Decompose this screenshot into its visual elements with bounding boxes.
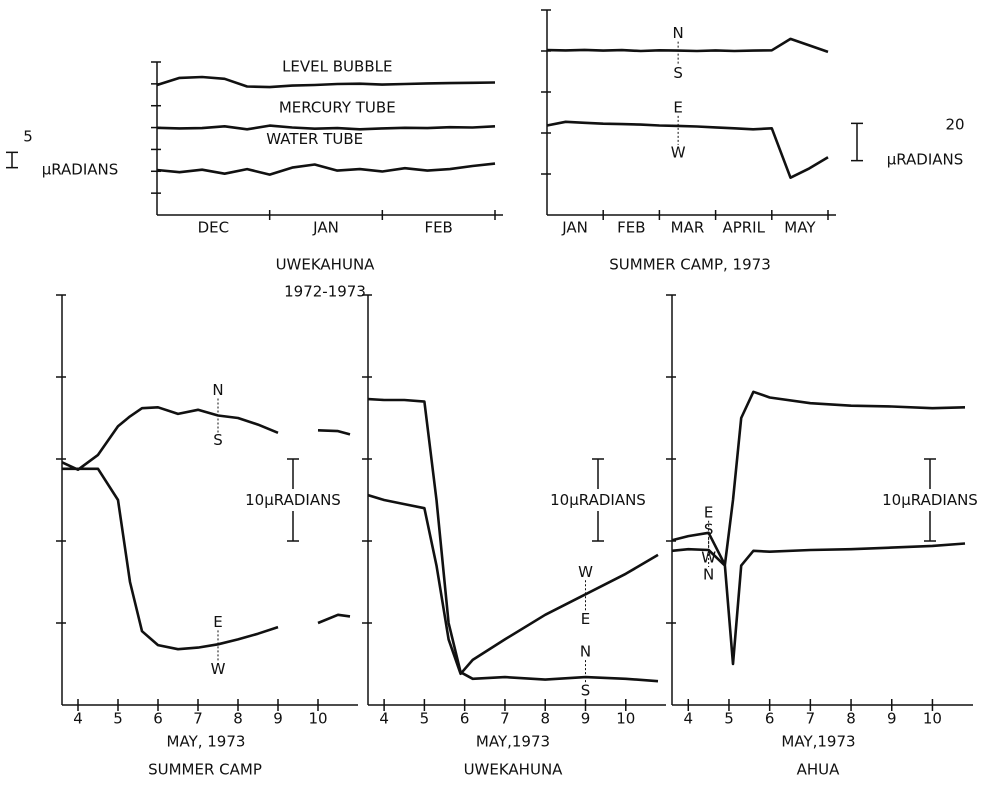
scale-unit: μRADIANS [42, 161, 119, 179]
series-line [671, 390, 966, 567]
series-line [367, 397, 659, 683]
direction-label: S [213, 431, 223, 449]
x-tick-label: 7 [500, 710, 510, 728]
direction-label: S [704, 521, 714, 539]
x-tick-label: 10 [308, 710, 327, 728]
x-tick-label: 10 [923, 710, 942, 728]
x-tick-label: 5 [113, 710, 123, 728]
scale-unit: μRADIANS [569, 491, 646, 509]
direction-label: W [578, 563, 593, 581]
scale-unit: μRADIANS [887, 151, 964, 169]
x-tick-label: 6 [153, 710, 163, 728]
x-tick-label: 9 [887, 710, 897, 728]
x-tick-label: DEC [198, 219, 230, 237]
scale-unit: μRADIANS [264, 491, 341, 509]
direction-label: N [212, 381, 223, 399]
x-tick-label: FEB [424, 219, 452, 237]
x-tick-label: 9 [581, 710, 591, 728]
direction-label: N [673, 24, 684, 42]
series-line [546, 120, 829, 179]
scale-unit: μRADIANS [901, 491, 978, 509]
x-tick-label: 6 [765, 710, 775, 728]
series-label: MERCURY TUBE [279, 99, 396, 117]
x-axis-label: MAY, 1973 [167, 733, 246, 751]
scale-value: 10 [245, 491, 264, 509]
direction-label: E [213, 613, 222, 631]
scale-label: 10μRADIANS [550, 491, 646, 509]
series-line [156, 75, 496, 89]
scale-value: 10 [882, 491, 901, 509]
x-tick-label: 4 [379, 710, 389, 728]
chart-title: SUMMER CAMP, 1973 [609, 256, 770, 274]
scale-label: 10μRADIANS [245, 491, 341, 509]
chart-title: UWEKAHUNA [464, 761, 564, 779]
x-tick-label: 5 [724, 710, 734, 728]
x-tick-label: 6 [460, 710, 470, 728]
x-tick-label: MAY [784, 219, 816, 237]
x-tick-label: 8 [233, 710, 243, 728]
direction-label: E [581, 610, 590, 628]
x-axis-label: MAY,1973 [476, 733, 550, 751]
direction-label: N [580, 643, 591, 661]
scale-label: 10μRADIANS [882, 491, 978, 509]
series-line [671, 542, 966, 666]
x-tick-label: 4 [73, 710, 83, 728]
x-tick-label: 7 [193, 710, 203, 728]
series-line [62, 467, 351, 651]
direction-label: S [673, 64, 683, 82]
direction-label: E [673, 98, 682, 116]
x-tick-label: JAN [312, 219, 339, 237]
x-tick-label: 7 [806, 710, 816, 728]
scale-label-bg [227, 489, 359, 511]
x-tick-label: 8 [540, 710, 550, 728]
direction-label: E [704, 503, 713, 521]
x-tick-label: FEB [617, 219, 645, 237]
chart-title: AHUA [797, 761, 841, 779]
scale-label-bg [864, 489, 991, 511]
direction-label: N [703, 566, 714, 584]
scale-value: 10 [550, 491, 569, 509]
x-tick-label: 8 [846, 710, 856, 728]
x-tick-label: APRIL [722, 219, 765, 237]
scale-value: 5 [23, 128, 33, 146]
series-label: WATER TUBE [266, 130, 363, 148]
x-tick-label: 10 [616, 710, 635, 728]
series-line [156, 162, 496, 176]
x-tick-label: 9 [273, 710, 283, 728]
scale-value: 20 [945, 116, 964, 134]
series-line [61, 406, 351, 471]
x-tick-label: JAN [561, 219, 588, 237]
direction-label: W [211, 660, 226, 678]
series-line [546, 37, 829, 54]
x-axis-label: MAY,1973 [781, 733, 855, 751]
chart-subtitle: 1972-1973 [284, 283, 366, 301]
series-line [367, 493, 659, 676]
direction-label: W [671, 143, 686, 161]
x-tick-label: MAR [671, 219, 705, 237]
series-line [156, 124, 496, 131]
scale-label-bg [532, 489, 664, 511]
direction-label: S [581, 682, 591, 700]
series-label: LEVEL BUBBLE [282, 58, 392, 76]
x-tick-label: 5 [420, 710, 430, 728]
x-tick-label: 4 [684, 710, 694, 728]
chart-title: SUMMER CAMP [148, 761, 262, 779]
chart-title: UWEKAHUNA [276, 256, 376, 274]
